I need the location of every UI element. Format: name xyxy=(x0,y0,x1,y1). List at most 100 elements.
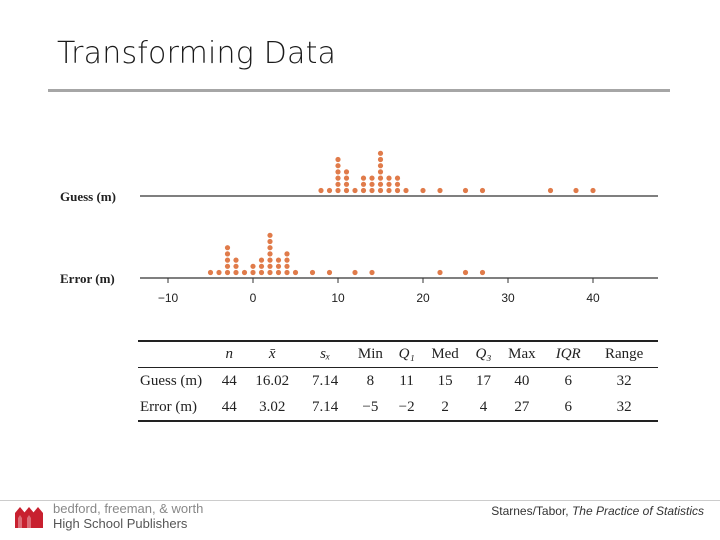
data-dot xyxy=(352,269,358,276)
row-label: Error (m) xyxy=(140,398,198,415)
table-cell: 32 xyxy=(616,398,632,415)
table-row: Guess (m) 44 16.02 7.14 8 11 15 17 40 6 … xyxy=(138,368,658,395)
data-dot xyxy=(258,263,265,269)
data-dot xyxy=(275,269,282,276)
header-median: Med xyxy=(431,346,459,362)
publisher-line2: High School Publishers xyxy=(53,516,188,531)
credit-book-title: The Practice of Statistics xyxy=(571,504,704,518)
table-cell: 7.14 xyxy=(312,372,339,389)
dotplot-chart: Guess (m) Error (m) −10 0 10 20 30 40 xyxy=(60,150,658,305)
data-dot xyxy=(292,269,299,276)
data-dot xyxy=(420,187,426,194)
data-dot xyxy=(326,187,333,194)
data-dot xyxy=(377,163,384,169)
data-dot xyxy=(547,187,554,194)
series-label: Error (m) xyxy=(60,271,115,286)
title-divider xyxy=(48,89,670,92)
tick-label: 30 xyxy=(501,291,515,305)
data-dot xyxy=(224,251,231,257)
data-dot xyxy=(437,269,443,276)
data-dot xyxy=(275,263,282,269)
data-dot xyxy=(360,187,367,194)
data-dot xyxy=(377,181,384,187)
data-dot xyxy=(369,187,375,194)
data-dot xyxy=(284,269,290,276)
summary-statistics-table: n x̄ sₓ Min Q₁ Med Q₃ Max IQR Range Gues… xyxy=(138,340,658,422)
table-cell: 8 xyxy=(366,372,375,389)
tick-label: 20 xyxy=(416,291,430,305)
data-dot xyxy=(267,263,273,269)
row-label: Guess (m) xyxy=(140,372,203,389)
credit-authors: Starnes/Tabor, xyxy=(491,504,572,518)
data-dot xyxy=(479,187,486,194)
table-cell: 7.14 xyxy=(312,398,339,415)
table-cell: −2 xyxy=(398,398,415,415)
data-dot xyxy=(224,245,231,251)
series-label: Guess (m) xyxy=(60,189,116,204)
table-cell: −5 xyxy=(362,398,379,415)
data-dot xyxy=(394,175,401,181)
data-dot xyxy=(335,187,341,194)
data-dot xyxy=(258,269,265,276)
data-dot xyxy=(267,238,273,245)
data-dot xyxy=(462,187,469,194)
table-cell: 32 xyxy=(616,372,632,389)
header-q3: Q₃ xyxy=(475,346,492,362)
data-dot xyxy=(573,187,579,194)
publisher-name: bedford, freeman, & worth High School Pu… xyxy=(53,501,203,531)
data-dot xyxy=(267,232,273,238)
table-cell: 6 xyxy=(564,372,572,389)
header-q1: Q₁ xyxy=(398,346,415,362)
data-dot xyxy=(224,269,231,276)
data-dot xyxy=(377,156,384,163)
table-cell: 6 xyxy=(564,398,572,415)
data-dot xyxy=(343,187,350,194)
data-dot xyxy=(386,175,392,181)
data-dot xyxy=(437,187,443,194)
data-dot xyxy=(590,187,596,194)
data-dot xyxy=(326,269,333,276)
data-dot xyxy=(258,257,265,263)
table-cell: 2 xyxy=(441,398,449,415)
data-dot xyxy=(267,245,273,251)
header-iqr: IQR xyxy=(555,346,581,362)
data-dot xyxy=(360,175,367,181)
footer-divider xyxy=(0,500,720,501)
data-dot xyxy=(318,187,324,194)
header-sd: sₓ xyxy=(320,346,331,362)
header-mean: x̄ xyxy=(268,346,276,362)
header-min: Min xyxy=(357,346,383,362)
table-cell: 11 xyxy=(399,372,414,389)
data-dot xyxy=(386,181,392,187)
data-dot xyxy=(233,257,239,263)
data-dot xyxy=(403,187,409,194)
table-cell: 40 xyxy=(514,372,530,389)
data-dot xyxy=(216,269,222,276)
data-dot xyxy=(335,163,341,169)
data-dot xyxy=(335,175,341,181)
publisher-line1: bedford, freeman, & worth xyxy=(53,501,204,516)
data-dot xyxy=(394,181,401,187)
data-dot xyxy=(267,269,273,276)
data-dot xyxy=(377,150,384,156)
data-dot xyxy=(369,269,375,276)
table-cell: 3.02 xyxy=(259,398,286,415)
data-dot xyxy=(462,269,469,276)
data-dot xyxy=(284,257,290,263)
data-dot xyxy=(207,269,214,276)
table-cell: 44 xyxy=(221,372,237,389)
table-cell: 15 xyxy=(437,372,453,389)
tick-label: 40 xyxy=(586,291,600,305)
header-max: Max xyxy=(508,346,536,362)
data-dot xyxy=(284,251,290,257)
data-dot xyxy=(224,257,231,263)
data-dot xyxy=(394,187,401,194)
publisher-logo-icon xyxy=(15,507,43,528)
tick-label: −10 xyxy=(158,291,179,305)
data-dot xyxy=(275,257,282,263)
data-dot xyxy=(335,181,341,187)
data-dot xyxy=(241,269,248,276)
slide-title: Transforming Data xyxy=(57,36,337,71)
table-cell: 44 xyxy=(221,398,237,415)
book-credit: Starnes/Tabor, The Practice of Statistic… xyxy=(491,504,704,518)
